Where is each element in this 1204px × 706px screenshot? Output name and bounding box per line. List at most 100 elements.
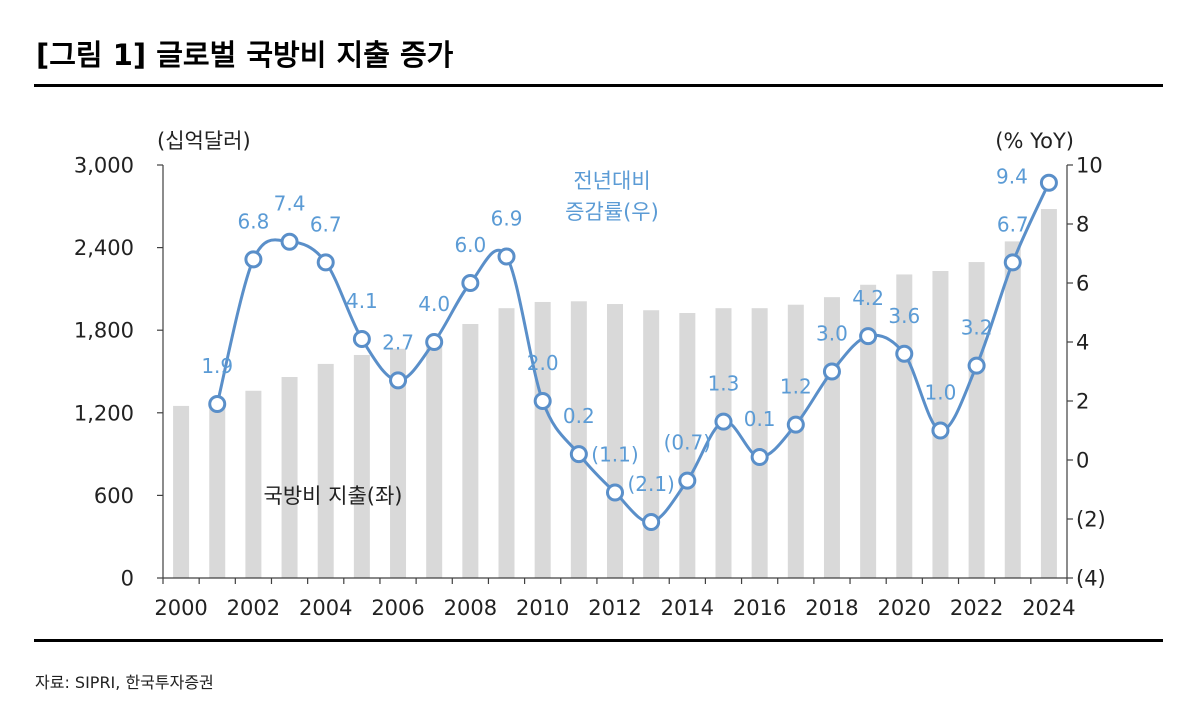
yoy-data-label-2021: 1.0 xyxy=(925,381,957,405)
spending-bar-2000 xyxy=(173,405,190,578)
x-axis-tick-label: 2008 xyxy=(444,596,497,620)
yoy-marker-2002 xyxy=(244,250,263,269)
yoy-data-label-2023: 6.7 xyxy=(997,212,1029,236)
yoy-data-label-2018: 3.0 xyxy=(816,322,848,346)
yoy-data-label-2005: 4.1 xyxy=(346,289,378,313)
right-axis-tick-label: 10 xyxy=(1076,154,1103,178)
x-axis-tick-label: 2000 xyxy=(154,596,207,620)
yoy-data-label-2006: 2.7 xyxy=(382,330,414,354)
chart-axes: 0 600 1,200 1,800 2,400 3,000 (4) (2) 0 2 4 6 8 10 200… xyxy=(74,154,1106,621)
yoy-data-label-2008: 6.0 xyxy=(454,233,486,257)
left-axis-tick-label: 2,400 xyxy=(74,236,134,260)
source-note: 자료: SIPRI, 한국투자증권 xyxy=(35,673,214,692)
yoy-data-label-2002: 6.8 xyxy=(237,209,269,233)
x-axis-tick-label: 2012 xyxy=(588,596,641,620)
yoy-data-label-2016: 0.1 xyxy=(744,407,776,431)
yoy-data-label-2019: 4.2 xyxy=(852,286,884,310)
yoy-data-label-2017: 1.2 xyxy=(780,375,812,399)
spending-bar-2023 xyxy=(1004,241,1021,578)
right-axis-title: (% YoY) xyxy=(995,129,1074,153)
yoy-marker-2014 xyxy=(678,471,697,490)
right-axis-tick-label: (2) xyxy=(1076,508,1106,532)
spending-bar-2012 xyxy=(607,304,623,578)
yoy-marker-2011 xyxy=(569,445,588,464)
spending-bar-2010 xyxy=(534,301,551,578)
right-axis-tick-label: 8 xyxy=(1076,213,1089,237)
yoy-marker-2004 xyxy=(316,253,335,272)
spending-bar-2005 xyxy=(353,354,370,578)
yoy-data-label-2009: 6.9 xyxy=(491,206,523,230)
yoy-marker-2016 xyxy=(750,448,769,467)
yoy-marker-2020 xyxy=(895,344,914,363)
yoy-data-labels: 1.96.87.46.74.12.74.06.06.92.00.2(1.1)(2… xyxy=(201,165,1028,496)
yoy-data-label-2015: 1.3 xyxy=(708,372,740,396)
page-title: [그림 1] 글로벌 국방비 지출 증가 xyxy=(36,38,454,72)
right-axis-tick-label: 0 xyxy=(1076,449,1089,473)
yoy-marker-2001 xyxy=(208,394,227,413)
yoy-marker-2015 xyxy=(714,412,733,431)
yoy-marker-2003 xyxy=(280,232,299,251)
x-axis-tick-label: 2002 xyxy=(227,596,280,620)
yoy-data-label-2020: 3.6 xyxy=(888,304,920,328)
yoy-data-label-2014: (0.7) xyxy=(664,431,711,455)
spending-bar-2016 xyxy=(751,308,768,578)
yoy-marker-2008 xyxy=(461,274,480,292)
spending-bar-2011 xyxy=(570,301,587,578)
spending-bar-2014 xyxy=(679,312,696,578)
yoy-marker-2009 xyxy=(497,247,516,266)
spending-bar-2017 xyxy=(787,304,804,578)
spending-bars xyxy=(173,209,1057,579)
yoy-marker-2022 xyxy=(967,356,986,375)
right-axis-tick-label: 4 xyxy=(1076,331,1089,355)
x-axis-tick-label: 2006 xyxy=(371,596,424,620)
yoy-marker-2007 xyxy=(425,333,444,351)
x-axis-tick-label: 2010 xyxy=(516,596,569,620)
spending-bar-2007 xyxy=(426,337,443,578)
yoy-marker-2010 xyxy=(533,392,552,410)
x-axis-tick-label: 2016 xyxy=(733,596,786,620)
spending-series-label: 국방비 지출(좌) xyxy=(264,484,403,508)
spending-bar-2024 xyxy=(1040,209,1057,579)
yoy-marker-2018 xyxy=(822,362,841,381)
spending-bar-2001 xyxy=(209,401,226,578)
spending-bar-2015 xyxy=(715,308,732,578)
left-axis-tick-label: 3,000 xyxy=(74,154,134,178)
yoy-data-label-2012: (1.1) xyxy=(591,442,638,466)
left-axis-title: (십억달러) xyxy=(157,129,251,153)
right-axis-tick-label: 2 xyxy=(1076,390,1089,414)
yoy-data-label-2003: 7.4 xyxy=(274,192,306,216)
x-axis-tick-label: 2018 xyxy=(805,596,858,620)
yoy-marker-2012 xyxy=(606,483,624,502)
x-axis-tick-label: 2004 xyxy=(299,596,352,620)
yoy-data-label-2007: 4.0 xyxy=(418,292,450,316)
yoy-marker-2021 xyxy=(931,421,950,440)
spending-bar-2009 xyxy=(498,308,515,578)
spending-bar-2008 xyxy=(462,324,479,578)
right-axis-tick-label: (4) xyxy=(1076,567,1106,591)
yoy-data-label-2004: 6.7 xyxy=(310,212,342,236)
spending-bar-2013 xyxy=(643,310,660,578)
yoy-data-label-2024: 9.4 xyxy=(996,165,1028,189)
yoy-data-label-2001: 1.9 xyxy=(201,354,233,378)
x-axis-tick-label: 2014 xyxy=(661,596,714,620)
yoy-data-label-2011: 0.2 xyxy=(563,404,595,428)
yoy-marker-2006 xyxy=(389,371,408,390)
left-axis-tick-label: 1,800 xyxy=(74,319,134,343)
yoy-markers xyxy=(208,173,1058,531)
x-axis-tick-label: 2022 xyxy=(950,596,1003,620)
yoy-data-label-2010: 2.0 xyxy=(527,351,559,375)
x-axis-tick-label: 2024 xyxy=(1022,596,1075,620)
right-axis-tick-label: 6 xyxy=(1076,272,1089,296)
yoy-data-label-2013: (2.1) xyxy=(627,472,674,496)
yoy-marker-2013 xyxy=(642,512,661,531)
left-axis-tick-label: 1,200 xyxy=(74,401,134,425)
yoy-marker-2017 xyxy=(786,415,805,434)
spending-bar-2022 xyxy=(968,262,985,578)
spending-bar-2003 xyxy=(281,377,298,578)
spending-bar-2006 xyxy=(390,348,407,578)
left-axis-tick-label: 600 xyxy=(94,484,134,508)
spending-bar-2002 xyxy=(245,390,262,578)
yoy-marker-2005 xyxy=(352,330,371,349)
source-divider xyxy=(34,639,1163,642)
